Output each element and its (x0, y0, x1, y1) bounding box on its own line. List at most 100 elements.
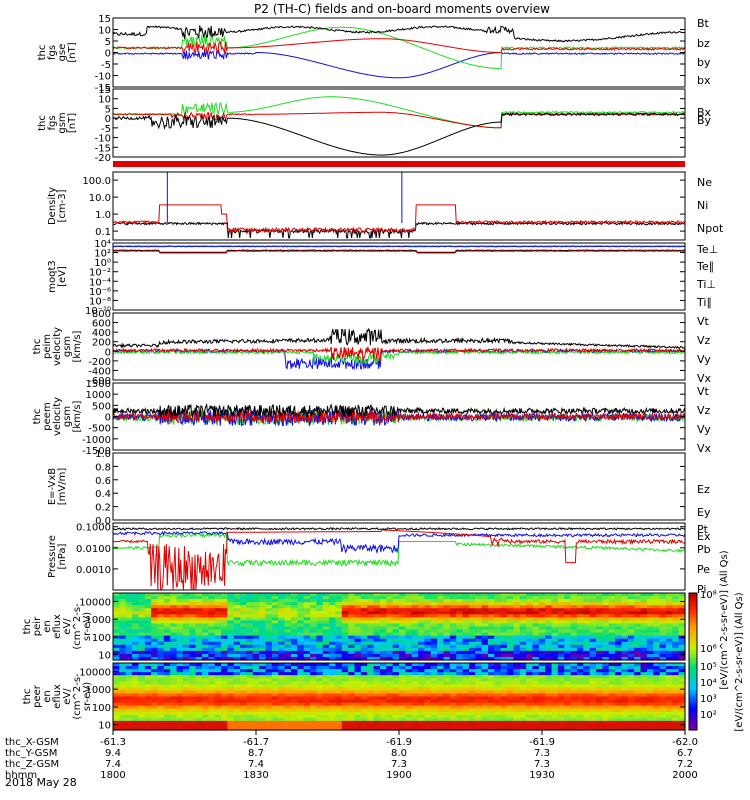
spectrogram-cell (265, 623, 273, 628)
spectrogram-cell (589, 599, 597, 603)
ytick-label-peim_velocity: 400 (92, 328, 111, 339)
spectrogram-cell (386, 623, 394, 628)
spectrogram-cell (526, 708, 534, 713)
spectrogram-cell (634, 696, 642, 701)
spectrogram-cell (570, 632, 578, 637)
spectrogram-cell (545, 699, 553, 704)
spectrogram-cell (176, 641, 184, 646)
spectrogram-cell (621, 711, 629, 716)
spectrogram-cell (608, 602, 616, 606)
spectrogram-cell (227, 684, 235, 688)
spectrogram-cell (672, 653, 680, 658)
spectrogram-cell (551, 711, 559, 716)
spectrogram-cell (411, 620, 419, 625)
spectrogram-cell (519, 681, 527, 685)
spectrogram-cell (201, 711, 209, 716)
spectrogram-cell (297, 672, 305, 676)
spectrogram-cell (665, 647, 673, 652)
spectrogram-cell (151, 596, 159, 600)
spectrogram-cell (132, 726, 140, 731)
spectrogram-cell (221, 693, 228, 698)
spectrogram-cell (532, 687, 540, 692)
spectrogram-cell (519, 596, 527, 600)
spectrogram-cell (646, 666, 654, 670)
spectrogram-cell (405, 672, 413, 676)
spectrogram-cell (182, 723, 190, 728)
spectrogram-cell (170, 596, 178, 600)
spectrogram-cell (138, 605, 146, 609)
spectrogram-cell (653, 711, 661, 716)
spectrogram-cell (201, 593, 209, 597)
spectrogram-cell (500, 614, 508, 618)
spectrogram-cell (348, 614, 356, 618)
spectrogram-cell (367, 711, 375, 716)
spectrogram-cell (303, 687, 311, 692)
spectrogram-cell (322, 702, 330, 707)
spectrogram-cell (653, 684, 661, 688)
spectrogram-cell (443, 629, 451, 634)
spectrogram-cell (519, 650, 527, 655)
spectrogram-cell (138, 629, 146, 634)
spectrogram-cell (462, 723, 470, 728)
spectrogram-cell (252, 644, 260, 649)
spectrogram-cell (392, 723, 400, 728)
spectrogram-cell (551, 644, 559, 649)
spectrogram-cell (132, 608, 140, 612)
spectrogram-cell (678, 635, 686, 640)
spectrogram-cell (360, 611, 368, 615)
spectrogram-cell (507, 717, 514, 722)
spectrogram-cell (500, 675, 508, 679)
spectrogram-cell (443, 617, 451, 622)
spectrogram-cell (348, 602, 356, 606)
spectrogram-cell (265, 702, 273, 707)
spectrogram-cell (341, 644, 349, 649)
spectrogram-cell (570, 711, 578, 716)
spectrogram-cell (392, 687, 400, 692)
spectrogram-cell (303, 635, 311, 640)
ylabel-peer_eflux: sr-eV) (82, 682, 93, 711)
colorbar-cell (689, 718, 697, 722)
spectrogram-cell (379, 623, 387, 628)
spectrogram-cell (513, 641, 521, 646)
spectrogram-cell (176, 723, 184, 728)
spectrogram-cell (659, 678, 667, 682)
spectrogram-cell (583, 672, 591, 676)
spectrogram-cell (596, 635, 603, 640)
spectrogram-cell (316, 617, 324, 622)
spectrogram-cell (475, 611, 483, 615)
spectrogram-cell (507, 611, 514, 615)
spectrogram-cell (468, 611, 476, 615)
spectrogram-cell (303, 708, 311, 713)
spectrogram-cell (157, 684, 165, 688)
spectrogram-cell (214, 644, 222, 649)
spectrogram-cell (532, 635, 540, 640)
spectrogram-cell (405, 611, 413, 615)
series-bx (112, 48, 685, 79)
spectrogram-cell (373, 684, 381, 688)
spectrogram-cell (513, 602, 521, 606)
colorbar-cell (689, 716, 697, 720)
spectrogram-cell (468, 663, 476, 667)
spectrogram-cell (519, 638, 527, 643)
spectrogram-cell (201, 705, 209, 710)
spectrogram-cell (329, 663, 337, 667)
spectrogram-cell (360, 723, 368, 728)
spectrogram-cell (653, 723, 661, 728)
colorbar-cell (689, 634, 697, 637)
spectrogram-cell (665, 663, 673, 667)
spectrogram-cell (462, 714, 470, 719)
spectrogram-cell (367, 608, 375, 612)
spectrogram-cell (341, 711, 349, 716)
spectrogram-cell (119, 638, 127, 643)
ytick-label-temperature: 10⁰ (94, 258, 111, 269)
spectrogram-cell (367, 693, 375, 698)
spectrogram-cell (182, 653, 190, 658)
colorbar-tick: 10⁶ (700, 644, 717, 655)
spectrogram-cell (399, 678, 406, 682)
spectrogram-cell (481, 675, 489, 679)
spectrogram-cell (437, 699, 445, 704)
spectrogram-cell (621, 599, 629, 603)
spectrogram-cell (329, 687, 337, 692)
spectrogram-cell (526, 599, 534, 603)
spectrogram-cell (303, 669, 311, 673)
